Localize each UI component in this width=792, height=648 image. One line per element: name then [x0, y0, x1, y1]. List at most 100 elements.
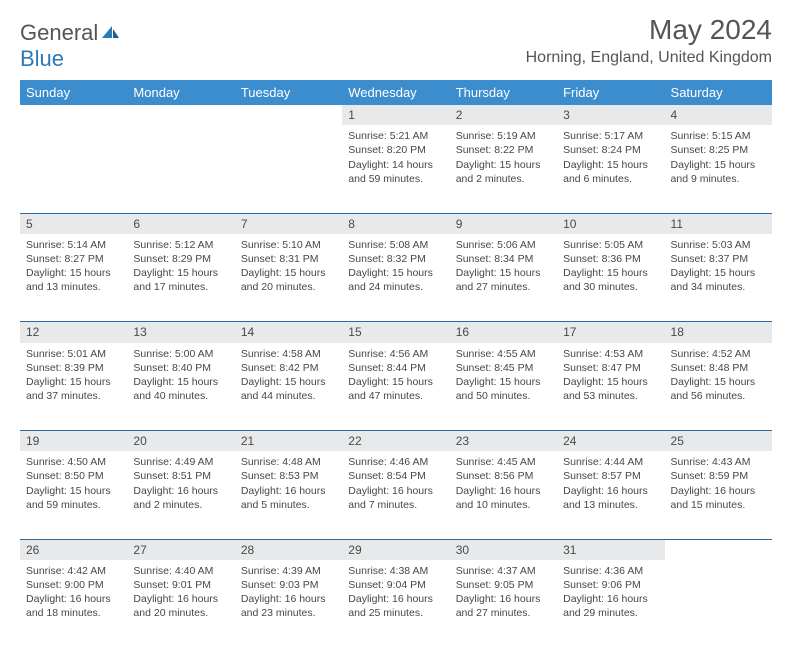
day-number-cell: 4	[665, 105, 772, 125]
sunset-line: Sunset: 8:22 PM	[456, 143, 551, 157]
week-content-row: Sunrise: 5:01 AMSunset: 8:39 PMDaylight:…	[20, 343, 772, 431]
day-cell: Sunrise: 5:01 AMSunset: 8:39 PMDaylight:…	[20, 343, 127, 431]
day-number-cell: 6	[127, 213, 234, 234]
day-of-week-header: Saturday	[665, 80, 772, 105]
day-cell	[20, 125, 127, 213]
sunrise-line: Sunrise: 4:50 AM	[26, 455, 121, 469]
daylight-line: Daylight: 15 hours and 30 minutes.	[563, 266, 658, 294]
day-number-cell: 9	[450, 213, 557, 234]
day-number-cell: 3	[557, 105, 664, 125]
daylight-line: Daylight: 16 hours and 29 minutes.	[563, 592, 658, 620]
title-block: May 2024 Horning, England, United Kingdo…	[526, 14, 772, 67]
day-number-cell: 11	[665, 213, 772, 234]
brand-part1: General	[20, 20, 98, 45]
sunset-line: Sunset: 8:37 PM	[671, 252, 766, 266]
day-number-cell	[665, 539, 772, 560]
day-number-row: 262728293031	[20, 539, 772, 560]
day-number-cell	[235, 105, 342, 125]
daylight-line: Daylight: 15 hours and 53 minutes.	[563, 375, 658, 403]
sunrise-line: Sunrise: 4:45 AM	[456, 455, 551, 469]
sunrise-line: Sunrise: 4:44 AM	[563, 455, 658, 469]
day-number-cell: 23	[450, 431, 557, 452]
daylight-line: Daylight: 16 hours and 18 minutes.	[26, 592, 121, 620]
daylight-line: Daylight: 16 hours and 10 minutes.	[456, 484, 551, 512]
day-cell: Sunrise: 4:58 AMSunset: 8:42 PMDaylight:…	[235, 343, 342, 431]
daylight-line: Daylight: 16 hours and 7 minutes.	[348, 484, 443, 512]
sunset-line: Sunset: 9:01 PM	[133, 578, 228, 592]
header: GeneralBlue May 2024 Horning, England, U…	[20, 14, 772, 72]
sail-icon	[100, 20, 120, 46]
sunset-line: Sunset: 8:50 PM	[26, 469, 121, 483]
daylight-line: Daylight: 15 hours and 6 minutes.	[563, 158, 658, 186]
sunrise-line: Sunrise: 4:40 AM	[133, 564, 228, 578]
sunset-line: Sunset: 8:34 PM	[456, 252, 551, 266]
day-cell: Sunrise: 4:56 AMSunset: 8:44 PMDaylight:…	[342, 343, 449, 431]
sunrise-line: Sunrise: 5:15 AM	[671, 129, 766, 143]
daylight-line: Daylight: 15 hours and 34 minutes.	[671, 266, 766, 294]
day-cell: Sunrise: 5:21 AMSunset: 8:20 PMDaylight:…	[342, 125, 449, 213]
daylight-line: Daylight: 15 hours and 47 minutes.	[348, 375, 443, 403]
day-cell: Sunrise: 5:10 AMSunset: 8:31 PMDaylight:…	[235, 234, 342, 322]
daylight-line: Daylight: 16 hours and 15 minutes.	[671, 484, 766, 512]
daylight-line: Daylight: 15 hours and 20 minutes.	[241, 266, 336, 294]
sunrise-line: Sunrise: 4:55 AM	[456, 347, 551, 361]
sunset-line: Sunset: 8:56 PM	[456, 469, 551, 483]
sunset-line: Sunset: 8:24 PM	[563, 143, 658, 157]
day-cell: Sunrise: 5:06 AMSunset: 8:34 PMDaylight:…	[450, 234, 557, 322]
daylight-line: Daylight: 16 hours and 23 minutes.	[241, 592, 336, 620]
sunset-line: Sunset: 8:32 PM	[348, 252, 443, 266]
day-number-cell: 7	[235, 213, 342, 234]
sunrise-line: Sunrise: 4:48 AM	[241, 455, 336, 469]
day-number-cell: 30	[450, 539, 557, 560]
day-number-cell: 26	[20, 539, 127, 560]
sunset-line: Sunset: 8:29 PM	[133, 252, 228, 266]
page-title: May 2024	[526, 14, 772, 46]
sunrise-line: Sunrise: 5:12 AM	[133, 238, 228, 252]
day-cell: Sunrise: 5:00 AMSunset: 8:40 PMDaylight:…	[127, 343, 234, 431]
sunrise-line: Sunrise: 5:19 AM	[456, 129, 551, 143]
day-number-cell: 24	[557, 431, 664, 452]
day-cell: Sunrise: 4:44 AMSunset: 8:57 PMDaylight:…	[557, 451, 664, 539]
day-number-cell: 16	[450, 322, 557, 343]
day-of-week-header: Friday	[557, 80, 664, 105]
sunset-line: Sunset: 8:27 PM	[26, 252, 121, 266]
day-cell: Sunrise: 4:50 AMSunset: 8:50 PMDaylight:…	[20, 451, 127, 539]
week-content-row: Sunrise: 5:21 AMSunset: 8:20 PMDaylight:…	[20, 125, 772, 213]
sunrise-line: Sunrise: 5:10 AM	[241, 238, 336, 252]
day-cell: Sunrise: 4:40 AMSunset: 9:01 PMDaylight:…	[127, 560, 234, 648]
sunset-line: Sunset: 8:40 PM	[133, 361, 228, 375]
day-number-cell	[20, 105, 127, 125]
day-cell: Sunrise: 4:46 AMSunset: 8:54 PMDaylight:…	[342, 451, 449, 539]
sunset-line: Sunset: 8:53 PM	[241, 469, 336, 483]
day-cell: Sunrise: 5:17 AMSunset: 8:24 PMDaylight:…	[557, 125, 664, 213]
brand-text: GeneralBlue	[20, 20, 120, 72]
day-number-cell: 29	[342, 539, 449, 560]
day-number-cell: 14	[235, 322, 342, 343]
brand-part2: Blue	[20, 46, 64, 71]
day-number-cell: 27	[127, 539, 234, 560]
day-number-cell: 17	[557, 322, 664, 343]
sunset-line: Sunset: 8:36 PM	[563, 252, 658, 266]
daylight-line: Daylight: 16 hours and 2 minutes.	[133, 484, 228, 512]
day-cell: Sunrise: 4:36 AMSunset: 9:06 PMDaylight:…	[557, 560, 664, 648]
sunset-line: Sunset: 8:39 PM	[26, 361, 121, 375]
brand-logo: GeneralBlue	[20, 20, 120, 72]
sunset-line: Sunset: 9:03 PM	[241, 578, 336, 592]
day-number-cell: 5	[20, 213, 127, 234]
sunrise-line: Sunrise: 4:53 AM	[563, 347, 658, 361]
sunrise-line: Sunrise: 4:46 AM	[348, 455, 443, 469]
day-cell: Sunrise: 4:37 AMSunset: 9:05 PMDaylight:…	[450, 560, 557, 648]
daylight-line: Daylight: 15 hours and 37 minutes.	[26, 375, 121, 403]
sunset-line: Sunset: 8:51 PM	[133, 469, 228, 483]
day-cell: Sunrise: 5:14 AMSunset: 8:27 PMDaylight:…	[20, 234, 127, 322]
sunrise-line: Sunrise: 5:03 AM	[671, 238, 766, 252]
week-content-row: Sunrise: 4:50 AMSunset: 8:50 PM Daylight:…	[20, 451, 772, 539]
day-number-cell: 1	[342, 105, 449, 125]
sunrise-line: Sunrise: 4:42 AM	[26, 564, 121, 578]
day-number-cell: 21	[235, 431, 342, 452]
sunset-line: Sunset: 8:25 PM	[671, 143, 766, 157]
sunset-line: Sunset: 9:06 PM	[563, 578, 658, 592]
day-number-row: 567891011	[20, 213, 772, 234]
day-of-week-row: SundayMondayTuesdayWednesdayThursdayFrid…	[20, 80, 772, 105]
day-number-cell	[127, 105, 234, 125]
